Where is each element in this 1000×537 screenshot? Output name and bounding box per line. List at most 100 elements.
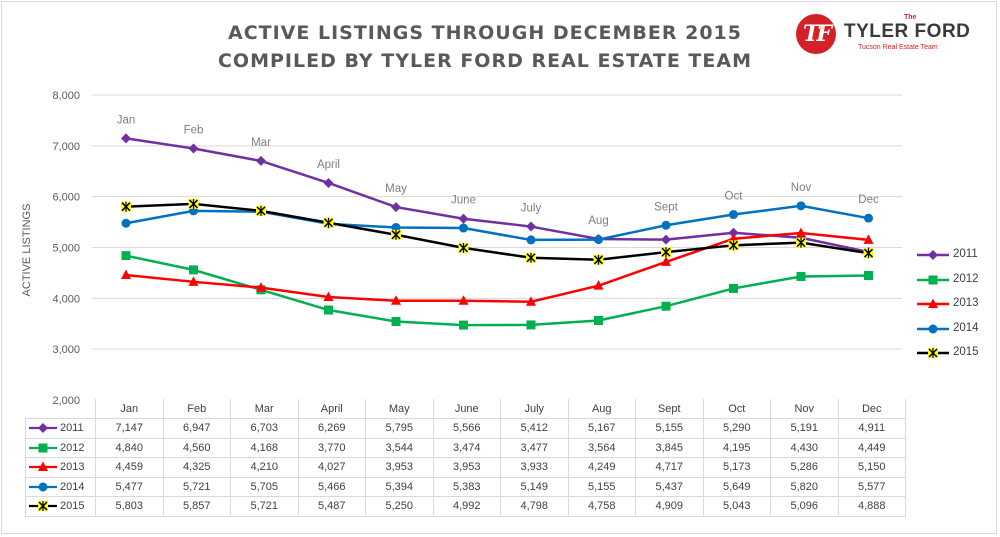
legend-item-2011: 2011	[915, 246, 995, 271]
y-tick-label: 5,000	[52, 243, 80, 255]
table-cell: 4,911	[837, 418, 906, 439]
table-key-marker	[38, 423, 48, 434]
table-cell: 4,449	[837, 437, 906, 458]
table-cell: 5,795	[365, 418, 434, 439]
table-series-name: 2014	[60, 480, 85, 493]
table-header-cell: Feb	[162, 399, 231, 419]
y-tick-label: 7,000	[52, 141, 80, 153]
table-cell: 5,721	[162, 476, 231, 497]
table-cell: 5,649	[702, 476, 771, 497]
table-cell: 4,430	[770, 437, 839, 458]
table-cell: 5,577	[837, 476, 906, 497]
data-point-2012	[526, 320, 536, 330]
data-point-2011	[121, 133, 131, 144]
legend-item-2013: 2013	[915, 295, 995, 320]
table-cell: 4,758	[567, 496, 636, 517]
data-point-2015	[728, 240, 739, 251]
data-point-2015	[863, 248, 874, 259]
data-point-2014	[796, 201, 806, 211]
table-cell: 3,953	[365, 457, 434, 478]
data-point-2012	[661, 301, 671, 311]
table-cell: 4,027	[297, 457, 366, 478]
legend-label: 2014	[953, 321, 979, 334]
legend-item-2014: 2014	[915, 320, 995, 345]
legend-item-2015: 2015	[915, 344, 995, 369]
legend-marker	[928, 298, 938, 308]
legend: 2011 2012 2013 2014 2015	[915, 246, 995, 369]
month-annotation: Feb	[184, 125, 204, 137]
series-line-2013	[125, 231, 869, 303]
table-cell: 5,250	[365, 496, 434, 517]
table-series-name: 2011	[60, 422, 84, 435]
data-point-2013	[661, 256, 671, 266]
table-header-cell: Aug	[567, 399, 636, 419]
month-annotation: June	[451, 195, 476, 207]
data-point-2015	[391, 229, 401, 240]
data-point-2013	[323, 291, 334, 301]
table-header-cell: Mar	[230, 399, 299, 419]
legend-label: 2012	[953, 272, 979, 285]
data-point-2011	[728, 227, 739, 238]
legend-label: 2013	[953, 297, 979, 309]
data-table: Jan Feb Mar April May June July Aug Sept Oct Nov De…	[25, 399, 906, 517]
data-point-2011	[256, 155, 266, 166]
table-cell: 4,717	[635, 457, 704, 478]
table-key-marker	[38, 461, 48, 472]
data-point-2013	[593, 280, 604, 290]
table-cell: 6,947	[162, 418, 231, 439]
table-cell: 5,566	[432, 418, 501, 439]
data-point-2015	[188, 198, 199, 209]
data-point-2015	[796, 237, 806, 248]
data-point-2011	[323, 177, 334, 188]
legend-marker	[928, 250, 938, 260]
month-annotation: Dec	[858, 194, 879, 206]
y-tick-label: 6,000	[52, 192, 80, 204]
table-cell: 5,155	[567, 476, 636, 497]
table-cell: 5,803	[95, 496, 164, 517]
table-cell: 4,992	[432, 496, 501, 517]
table-cell: 4,168	[230, 437, 299, 458]
table-cell: 4,210	[230, 457, 299, 478]
data-point-2015	[661, 247, 671, 258]
tyler-ford-logo: TF The TYLER FORD Tucson Real Estate Tea…	[796, 14, 976, 56]
month-annotation: Nov	[791, 182, 812, 194]
data-point-2013	[526, 296, 536, 306]
table-cell: 5,857	[162, 496, 231, 517]
logo-the: The	[904, 14, 917, 21]
table-cell: 3,564	[567, 437, 636, 458]
table-cell: 5,820	[770, 476, 839, 497]
table-header-cell: Oct	[702, 399, 771, 419]
table-cell: 5,096	[770, 496, 839, 517]
data-point-2012	[594, 315, 603, 325]
legend-marker	[928, 275, 938, 284]
legend-marker	[928, 324, 938, 333]
data-point-2014	[594, 235, 603, 245]
table-series-key	[29, 501, 57, 512]
table-cell: 5,437	[635, 476, 704, 497]
table-header-cell: May	[365, 399, 434, 419]
chart-subtitle: COMPILED BY TYLER FORD REAL ESTATE TEAM	[217, 50, 752, 72]
legend-label: 2015	[953, 346, 979, 358]
table-cell: 3,544	[365, 437, 434, 458]
table-header-cell: April	[297, 399, 366, 419]
legend-swatch	[917, 348, 949, 358]
month-annotation: Sept	[654, 201, 678, 213]
data-point-2011	[526, 221, 536, 232]
table-cell: 5,149	[500, 476, 569, 497]
month-annotations: Jan Feb Mar April May June July Aug Sept Oct Nov De…	[117, 114, 879, 227]
data-point-2011	[391, 202, 401, 213]
series-line-2011	[125, 137, 869, 254]
legend-swatch	[917, 275, 949, 284]
series-line-2012	[125, 254, 869, 327]
data-point-2013	[188, 276, 199, 286]
y-tick-label: 8,000	[52, 90, 80, 102]
data-point-2014	[391, 222, 401, 232]
table-cell: 5,705	[230, 476, 299, 497]
data-point-2012	[391, 317, 401, 327]
data-point-2015	[256, 205, 266, 216]
data-point-2012	[459, 320, 468, 330]
series-line-2014	[125, 204, 869, 242]
legend-swatch	[917, 324, 949, 333]
data-point-2015	[593, 254, 604, 265]
